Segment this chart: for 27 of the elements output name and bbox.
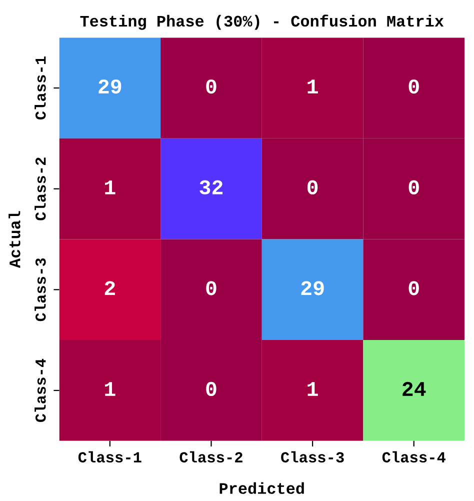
data-label: 32 (200, 180, 223, 194)
data-label: 0 (307, 180, 318, 194)
x-tick-label: Class-4 (382, 451, 446, 463)
data-label: 29 (98, 79, 122, 94)
chart-title: Testing Phase (30%) - Confusion Matrix (80, 14, 444, 30)
data-label: 0 (206, 79, 216, 94)
x-tick-label: Class-3 (281, 451, 344, 463)
x-tick-label: Class-1 (78, 451, 142, 463)
data-label: 1 (105, 382, 116, 396)
x-tick-label: Class-2 (180, 451, 242, 463)
data-label: 0 (206, 281, 216, 296)
data-label: 0 (408, 180, 419, 194)
y-tick-label: Class-2 (34, 158, 46, 220)
data-label: 1 (105, 180, 116, 194)
data-label: 29 (301, 281, 324, 296)
y-tick-label: Class-3 (34, 258, 46, 322)
y-axis-title: Actual (8, 211, 20, 268)
data-label: 0 (408, 281, 419, 296)
data-label: 2 (104, 281, 115, 296)
data-label: 0 (408, 79, 419, 94)
data-label: 0 (206, 382, 216, 396)
data-label: 1 (308, 80, 318, 94)
y-tick-label: Class-4 (34, 358, 46, 422)
data-label: 1 (308, 382, 318, 396)
y-tick-label: Class-1 (34, 56, 46, 120)
x-axis-title: Predicted (220, 482, 304, 494)
data-label: 24 (402, 382, 426, 396)
